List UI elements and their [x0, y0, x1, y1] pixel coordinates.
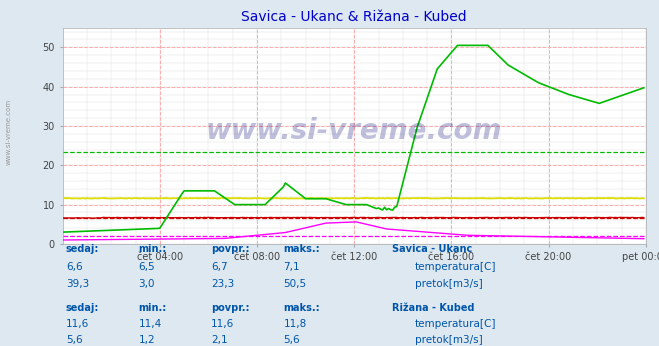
Text: temperatura[C]: temperatura[C]	[415, 262, 497, 272]
Text: 5,6: 5,6	[283, 335, 300, 345]
Text: 11,6: 11,6	[66, 319, 89, 329]
Text: min.:: min.:	[138, 244, 167, 254]
Text: 39,3: 39,3	[66, 279, 89, 289]
Text: 6,6: 6,6	[66, 262, 82, 272]
Text: 11,8: 11,8	[283, 319, 306, 329]
Text: Savica - Ukanc: Savica - Ukanc	[392, 244, 473, 254]
Title: Savica - Ukanc & Rižana - Kubed: Savica - Ukanc & Rižana - Kubed	[241, 10, 467, 24]
Text: 7,1: 7,1	[283, 262, 300, 272]
Text: temperatura[C]: temperatura[C]	[415, 319, 497, 329]
Text: 6,7: 6,7	[211, 262, 227, 272]
Text: povpr.:: povpr.:	[211, 303, 249, 313]
Text: 6,5: 6,5	[138, 262, 155, 272]
Text: sedaj:: sedaj:	[66, 303, 100, 313]
Text: 1,2: 1,2	[138, 335, 155, 345]
Text: sedaj:: sedaj:	[66, 244, 100, 254]
Text: 50,5: 50,5	[283, 279, 306, 289]
Text: 11,6: 11,6	[211, 319, 234, 329]
Text: pretok[m3/s]: pretok[m3/s]	[415, 335, 483, 345]
Text: pretok[m3/s]: pretok[m3/s]	[415, 279, 483, 289]
Text: maks.:: maks.:	[283, 303, 320, 313]
Text: www.si-vreme.com: www.si-vreme.com	[5, 98, 12, 165]
Text: 3,0: 3,0	[138, 279, 155, 289]
Text: min.:: min.:	[138, 303, 167, 313]
Text: maks.:: maks.:	[283, 244, 320, 254]
Text: www.si-vreme.com: www.si-vreme.com	[206, 118, 502, 145]
Text: 23,3: 23,3	[211, 279, 234, 289]
Text: 2,1: 2,1	[211, 335, 227, 345]
Text: 5,6: 5,6	[66, 335, 82, 345]
Text: Rižana - Kubed: Rižana - Kubed	[392, 303, 474, 313]
Text: 11,4: 11,4	[138, 319, 161, 329]
Text: povpr.:: povpr.:	[211, 244, 249, 254]
